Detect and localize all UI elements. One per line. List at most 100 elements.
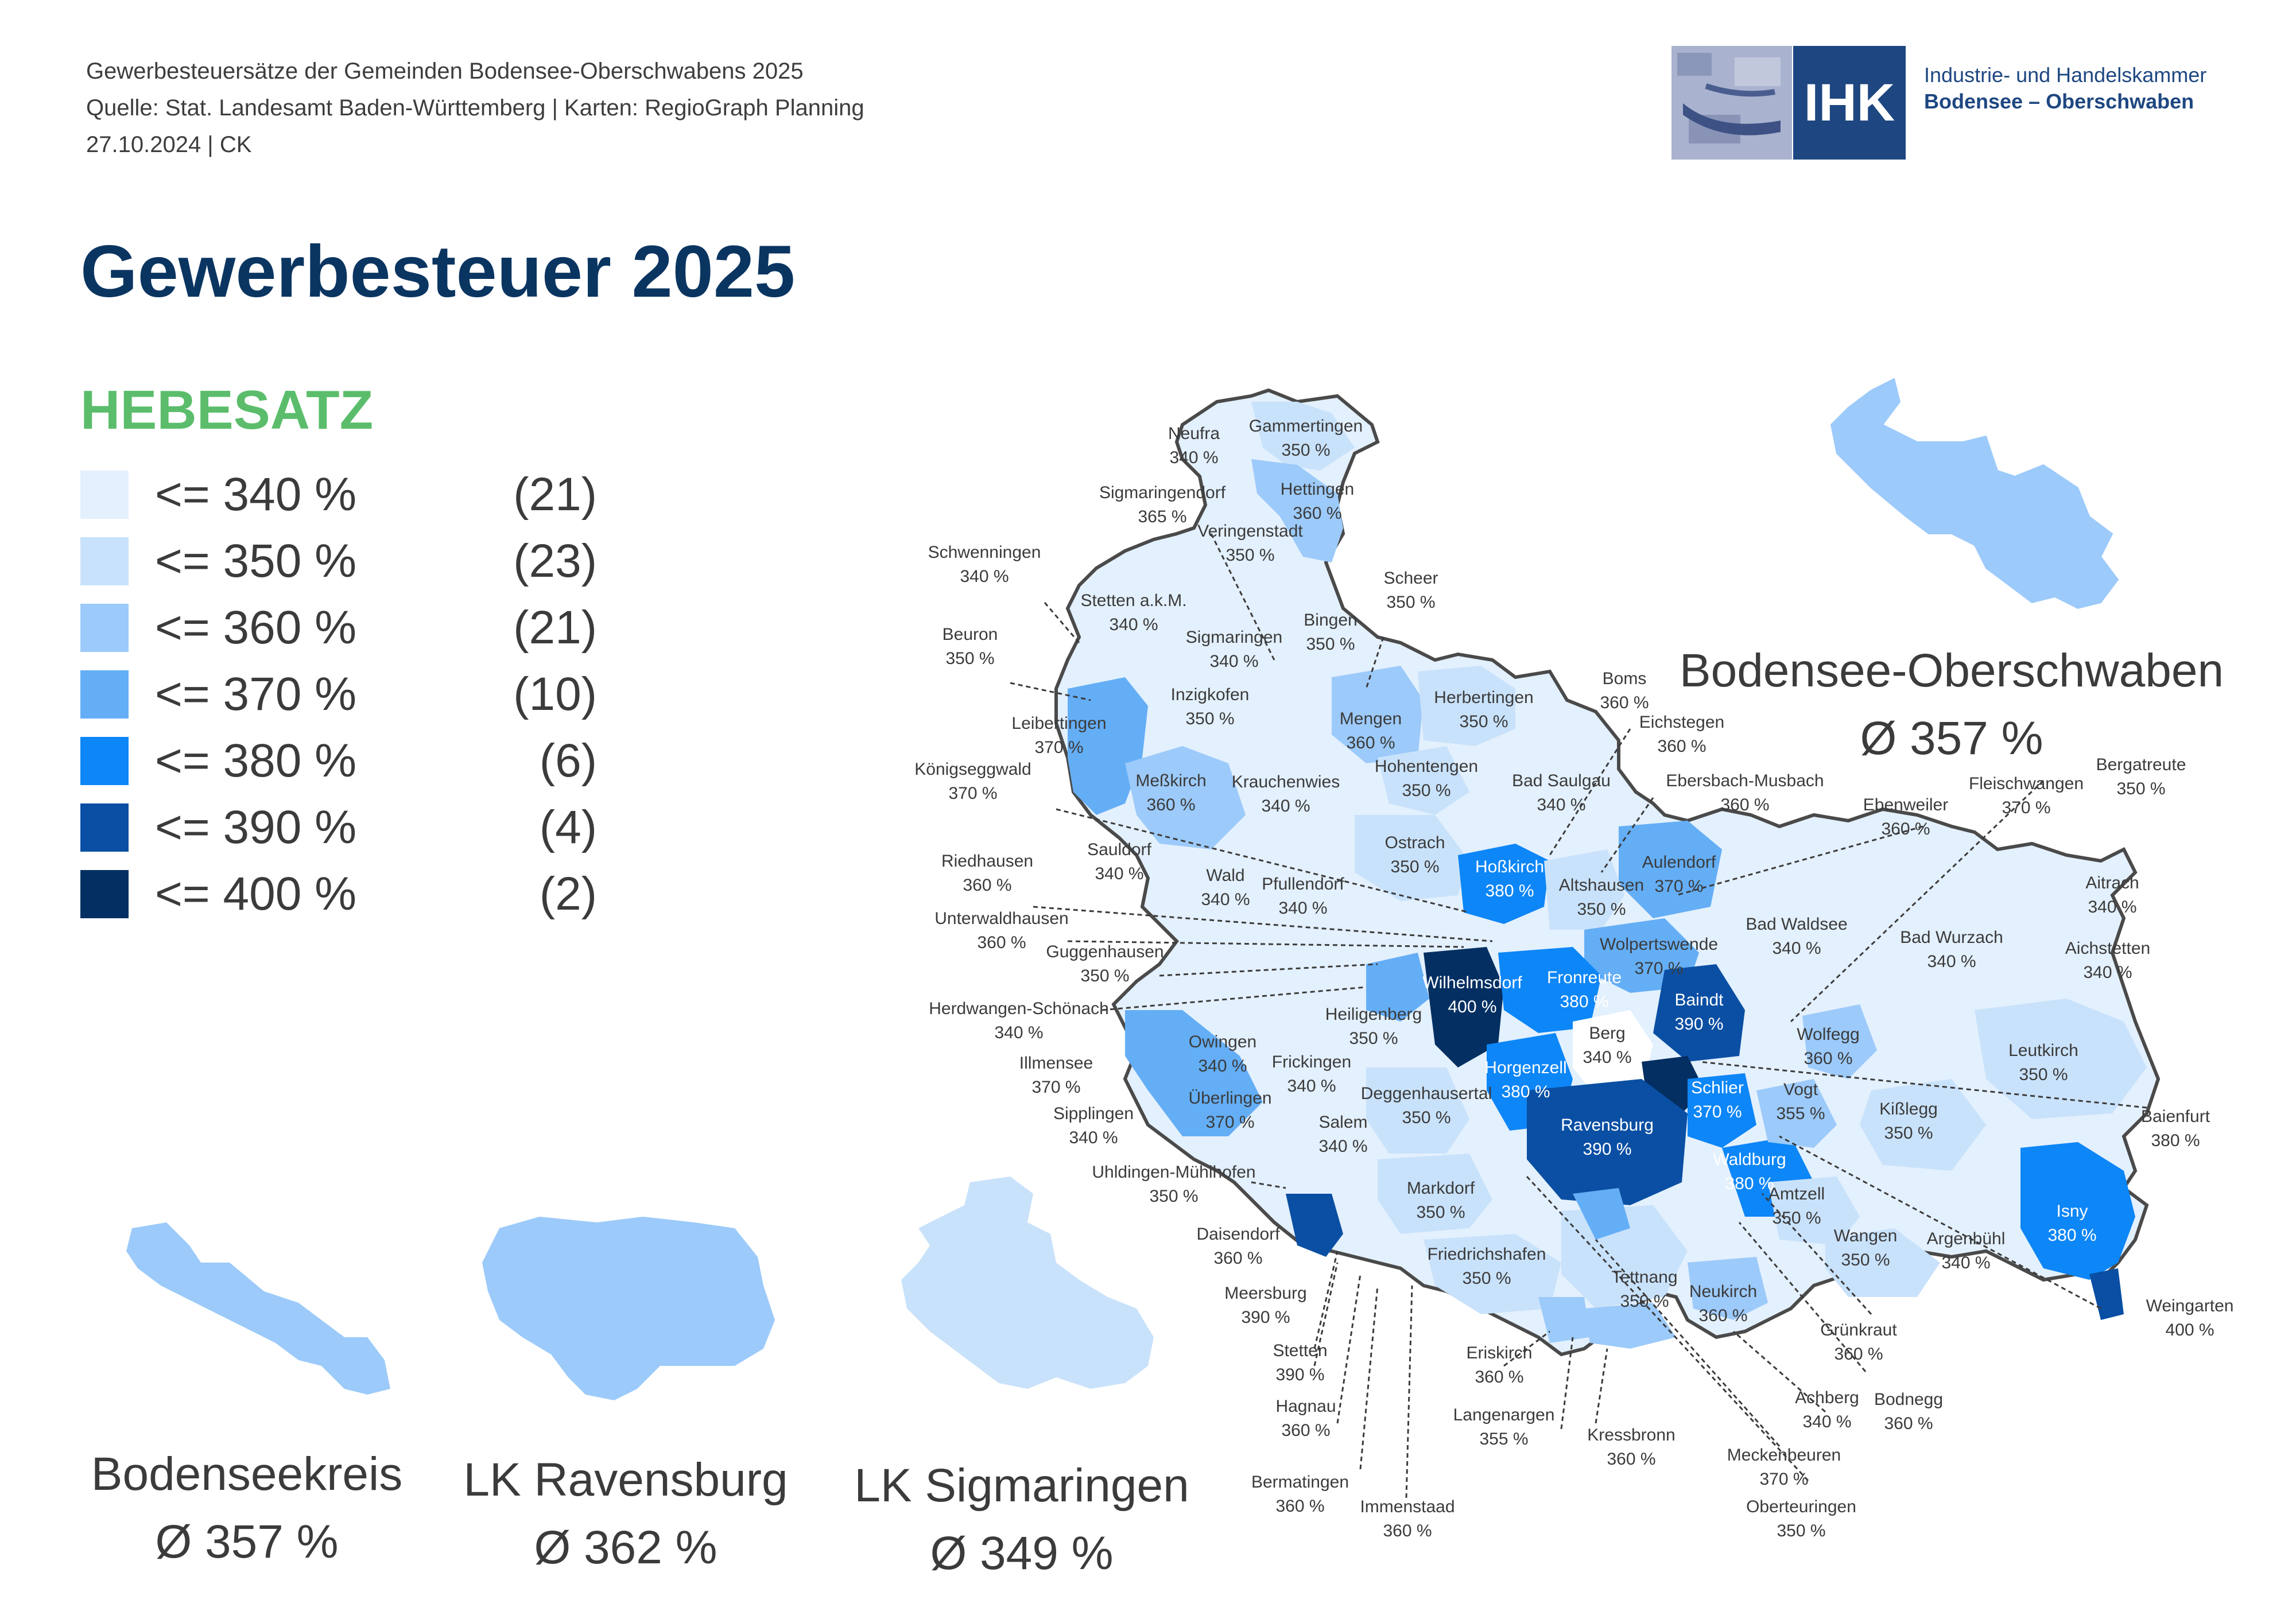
municipality-name: Wald [1206,866,1244,885]
municipality-name: Baindt [1674,991,1724,1009]
patch-leibertingen [1068,677,1148,815]
municipality-label: Horgenzell 380 % [1484,1058,1566,1101]
patch-aulendorf [1619,821,1722,918]
municipality-rate: 360 % [977,933,1026,952]
patch-isny [2020,1142,2135,1280]
municipality-label: Immenstaad 360 % [1360,1497,1455,1540]
municipality-label: Bermatingen 360 % [1251,1473,1349,1516]
municipality-label: Sigmaringen 340 % [1186,628,1282,671]
municipality-name: Bad Wurzach [1900,928,2003,947]
municipality-name: Achberg [1795,1388,1859,1407]
municipality-rate: 360 % [1383,1521,1432,1540]
municipality-name: Meckenbeuren [1727,1446,1841,1465]
patch-weingarten [2089,1268,2124,1320]
legend-count: (6) [539,735,597,787]
municipality-label: Schwenningen 340 % [928,543,1041,586]
municipality-label: Wolfegg 360 % [1797,1025,1860,1068]
municipality-name: Königseggwald [914,760,1031,779]
municipality-rate: 340 % [2083,963,2132,982]
municipality-rate: 390 % [1674,1015,1723,1034]
municipality-label: Sipplingen 340 % [1053,1104,1134,1147]
municipality-name: Sipplingen [1053,1104,1134,1123]
municipality-name: Waldburg [1713,1150,1786,1169]
municipality-rate: 350 % [1841,1251,1890,1269]
municipality-rate: 350 % [1281,441,1330,460]
municipality-label: Illmensee 370 % [1019,1054,1093,1097]
legend-label: <= 360 % [155,601,357,654]
municipality-rate: 340 % [960,567,1009,586]
municipality-label: Hagnau 360 % [1275,1397,1336,1440]
municipality-name: Ebersbach-Musbach [1666,771,1824,790]
municipality-name: Berg [1589,1024,1625,1043]
overview-shape-bodensee-oberschwaben [1830,378,2119,609]
patch-ueberlingen [1125,1010,1263,1136]
municipality-name: Hoßkirch [1475,857,1544,876]
municipality-label: Berg 340 % [1583,1024,1631,1067]
patch-berg [1573,1010,1653,1096]
municipality-label: Owingen 340 % [1189,1032,1256,1075]
legend-count: (23) [513,535,597,587]
municipality-name: Friedrichshafen [1428,1245,1546,1264]
patch-wangen [1825,1228,1940,1297]
municipality-label: Ostrach 350 % [1384,833,1445,876]
municipality-name: Hohentengen [1375,757,1478,776]
municipality-rate: 340 % [1537,795,1585,814]
municipality-label: Bergatreute 350 % [2096,755,2186,798]
municipality-label: Ebersbach-Musbach 360 % [1666,771,1824,814]
legend-count: (10) [513,668,597,720]
municipality-rate: 350 % [1185,709,1234,728]
municipality-name: Wangen [1834,1226,1898,1245]
caption-lk-ravensburg-avg: Ø 362 % [534,1521,718,1574]
caption-bodenseekreis: Bodenseekreis Ø 357 % [52,1440,442,1576]
legend-item: <= 400 % (2) [80,870,597,937]
municipality-rate: 340 % [1209,652,1258,671]
municipality-rate: 340 % [1802,1412,1851,1431]
municipality-name: Salem [1318,1113,1367,1132]
patch-vogt [1756,1079,1837,1148]
caption-bodensee-oberschwaben-name: Bodensee-Oberschwaben [1679,644,2224,697]
municipality-rate: 350 % [1772,1209,1821,1228]
legend-label: <= 350 % [155,535,357,587]
municipality-rate: 350 % [1402,781,1450,800]
municipality-name: Schwenningen [928,543,1041,562]
municipality-label: Wilhelmsdorf 400 % [1422,973,1522,1016]
municipality-name: Neukirch [1689,1282,1757,1301]
municipality-label: Meersburg 390 % [1224,1284,1306,1327]
municipality-label: Fronreute 380 % [1547,968,1622,1011]
municipality-label: Fleischwangen 370 % [1969,774,2084,817]
municipality-name: Deggenhausertal [1361,1084,1492,1103]
municipality-name: Fronreute [1547,968,1622,987]
municipality-rate: 380 % [1485,882,1534,900]
municipality-rate: 340 % [1287,1077,1336,1096]
municipality-rate: 340 % [1261,797,1310,816]
municipality-label: Grünkraut 360 % [1820,1321,1897,1364]
municipality-rate: 360 % [963,876,1011,895]
municipality-name: Bingen [1304,611,1357,630]
legend-swatch [80,737,129,785]
patch-meersburg [1286,1194,1343,1257]
municipality-label: Meßkirch 360 % [1135,771,1206,814]
municipality-rate: 340 % [1169,448,1218,467]
patch-illmensee [1366,953,1429,1022]
municipality-name: Neufra [1168,424,1220,443]
main-map-region [1054,388,2161,1357]
municipality-label: Schlier 370 % [1691,1078,1744,1121]
municipality-label: Daisendorf 360 % [1196,1225,1280,1268]
municipality-rate: 390 % [1583,1140,1631,1159]
legend-item: <= 390 % (4) [80,803,597,870]
municipality-label: Bad Waldsee 340 % [1746,915,1847,958]
municipality-label: Krauchenwies 340 % [1232,772,1340,816]
municipality-name: Leibertingen [1011,714,1106,733]
municipality-label: Ebenweiler 360 % [1863,795,1948,838]
municipality-label: Heiligenberg 350 % [1325,1005,1422,1048]
municipality-name: Boms [1603,669,1647,688]
municipality-name: Meßkirch [1135,771,1206,790]
caption-bodensee-oberschwaben: Bodensee-Oberschwaben Ø 357 % [1647,637,2256,772]
legend-count: (21) [513,601,597,654]
municipality-label: Unterwaldhausen 360 % [934,909,1068,952]
municipality-name: Eriskirch [1466,1344,1532,1362]
municipality-name: Bermatingen [1251,1473,1349,1492]
municipality-rate: 340 % [1583,1048,1631,1067]
municipality-rate: 340 % [2088,898,2136,917]
